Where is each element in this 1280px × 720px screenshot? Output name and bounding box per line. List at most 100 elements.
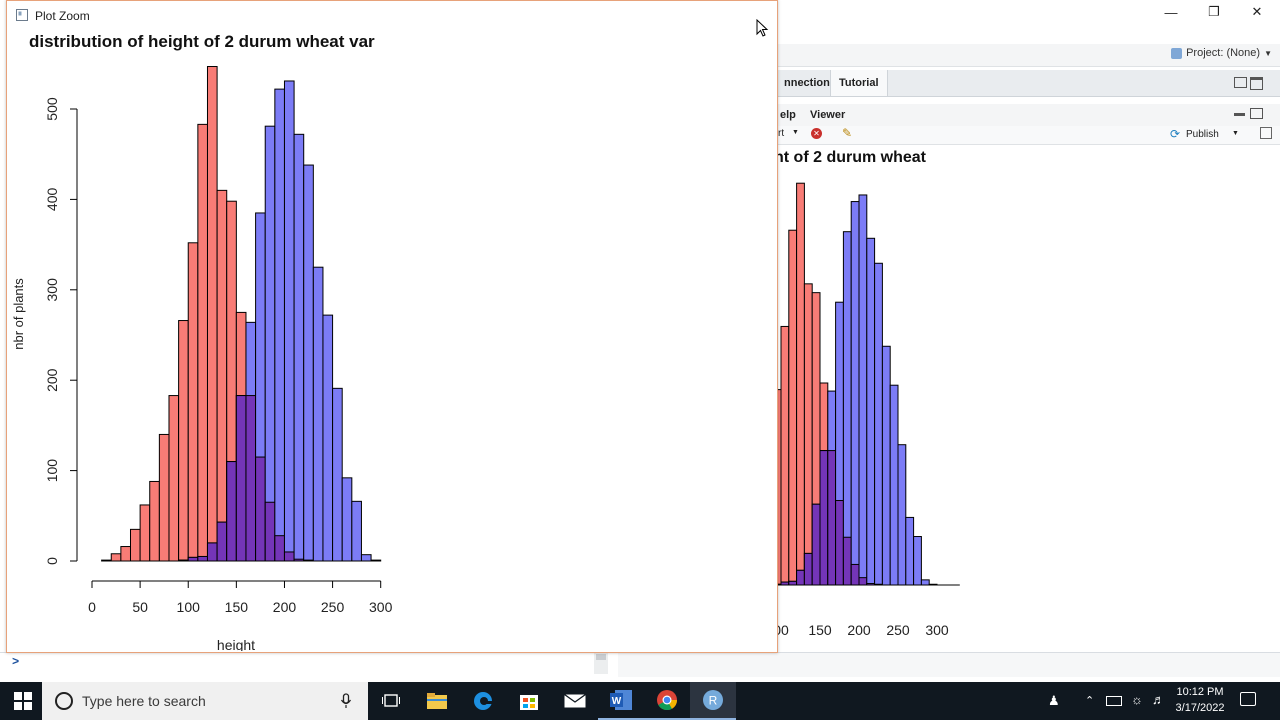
svg-text:R: R [709, 694, 718, 708]
histogram-bar-variety-1 [803, 283, 813, 586]
taskbar-clock[interactable]: 10:12 PM 3/17/2022 [1160, 684, 1240, 716]
rstudio-top-toolbar: Project: (None) ▼ [778, 44, 1280, 67]
histogram-bar-overlap [788, 580, 798, 586]
histogram-bar-variety-2 [913, 536, 922, 586]
histogram-bar-overlap [187, 556, 199, 562]
chevron-down-icon: ▼ [1232, 130, 1239, 137]
histogram-bar-variety-2 [842, 231, 852, 586]
publish-button[interactable]: Publish [1186, 129, 1219, 140]
tab-viewer[interactable]: Viewer [810, 109, 846, 121]
x-tick-label: 100 [177, 599, 201, 615]
popout-icon[interactable] [1260, 127, 1272, 139]
histogram-bar-overlap [216, 521, 228, 562]
minimize-button[interactable]: — [1164, 4, 1178, 20]
file-explorer-icon[interactable] [414, 682, 460, 720]
x-tick-label: 250 [321, 599, 345, 615]
environment-pane-bottom [618, 652, 1280, 677]
microphone-icon[interactable] [340, 693, 352, 709]
remove-plot-icon[interactable]: ✕ [811, 128, 822, 139]
battery-icon[interactable] [1106, 696, 1122, 706]
maximize-pane-icon[interactable] [1250, 77, 1263, 90]
main-histogram: distribution of height of 2 durum wheat … [11, 32, 393, 651]
edge-browser-icon[interactable] [460, 682, 506, 720]
export-button[interactable]: rt [778, 128, 785, 139]
background-x-tick-label: 250 [886, 622, 910, 638]
task-view-icon[interactable] [368, 682, 414, 720]
histogram-bar-overlap [796, 569, 805, 586]
histogram-bar-variety-2 [858, 194, 868, 586]
y-tick-label: 300 [44, 278, 60, 302]
histogram-bar-overlap [283, 551, 295, 562]
histogram-bar-variety-2 [889, 384, 899, 586]
chevron-up-icon[interactable]: ⌃ [1085, 695, 1095, 707]
taskbar-search-box[interactable]: Type here to search [42, 682, 368, 720]
project-menu-button[interactable]: Project: (None) ▼ [1171, 47, 1272, 59]
microsoft-store-icon[interactable] [506, 682, 552, 720]
tab-tutorial[interactable]: Tutorial [830, 70, 888, 96]
histogram-bar-overlap [835, 500, 844, 586]
histogram-bar-variety-1 [178, 320, 189, 562]
restore-button[interactable]: ❐ [1208, 4, 1220, 19]
close-button[interactable]: ✕ [1251, 4, 1263, 19]
histogram-bar-variety-2 [874, 262, 883, 586]
histogram-bar-overlap [255, 456, 266, 562]
histogram-bar-variety-2 [351, 500, 362, 562]
histogram-bar-variety-1 [216, 189, 228, 562]
rstudio-upper-tabbar: nnections Tutorial [778, 70, 1280, 97]
histogram-bar-overlap [858, 577, 868, 586]
start-button[interactable] [0, 682, 46, 720]
histogram-bar-overlap [827, 450, 837, 586]
histogram-bar-variety-1 [139, 504, 151, 562]
histogram-bar-overlap [819, 450, 829, 586]
histogram-bar-variety-2 [370, 559, 382, 562]
histogram-bar-variety-1 [788, 229, 798, 586]
chevron-down-icon: ▼ [792, 129, 799, 136]
histogram-bar-overlap [850, 563, 860, 586]
histogram-bar-variety-2 [303, 164, 314, 562]
plot-zoom-titlebar[interactable]: Plot Zoom [7, 1, 777, 31]
publish-icon: ⟳ [1170, 127, 1181, 141]
x-tick-label: 300 [369, 599, 393, 615]
console-scrollbar[interactable] [594, 652, 608, 674]
histogram-bar-variety-2 [332, 387, 343, 562]
x-tick-label: 50 [132, 599, 148, 615]
plot-zoom-window: Plot Zoom distribution of height of 2 du… [6, 0, 778, 653]
histogram-bar-overlap [274, 535, 285, 562]
histogram-bar-variety-1 [197, 123, 208, 562]
histogram-bar-overlap [245, 395, 257, 562]
clock-date: 3/17/2022 [1175, 702, 1225, 714]
histogram-bar-variety-1 [120, 546, 131, 562]
tab-connections[interactable]: nnections [784, 77, 836, 89]
wifi-icon[interactable]: ☼ [1131, 692, 1143, 707]
console-prompt: > [12, 655, 20, 669]
y-tick-label: 500 [44, 97, 60, 121]
histogram-bar-variety-1 [796, 182, 805, 586]
word-icon[interactable]: W [598, 682, 644, 720]
cortana-circle-icon [55, 692, 73, 710]
histogram-bar-variety-1 [129, 528, 141, 562]
histogram-bar-variety-2 [920, 579, 930, 586]
console-input-area[interactable] [0, 652, 612, 677]
restore-pane-icon[interactable] [1250, 108, 1263, 119]
tab-help[interactable]: elp [780, 109, 796, 121]
chrome-icon[interactable] [644, 682, 690, 720]
histogram-bar-variety-2 [905, 516, 915, 586]
background-x-tick-label: 200 [847, 622, 871, 638]
broom-icon[interactable]: ✎ [842, 126, 853, 140]
minimize-pane-icon[interactable] [1234, 113, 1245, 116]
x-tick-label: 0 [88, 599, 96, 615]
volume-icon[interactable]: ♬ [1152, 692, 1165, 707]
rstudio-taskbar-icon[interactable]: R [690, 682, 736, 720]
background-x-tick-label: 150 [808, 622, 832, 638]
minimize-pane-icon[interactable] [1234, 77, 1247, 88]
mail-icon[interactable] [552, 682, 598, 720]
histogram-bar-variety-1 [101, 559, 112, 562]
histogram-bar-overlap [303, 559, 314, 562]
people-icon[interactable]: ♟ [1048, 693, 1060, 708]
notifications-icon[interactable] [1240, 692, 1256, 706]
histogram-bar-variety-2 [283, 80, 295, 562]
window-app-icon [16, 9, 28, 21]
plots-toolbar: rt ▼ ✕ ✎ ⟳ Publish ▼ [778, 126, 1280, 145]
